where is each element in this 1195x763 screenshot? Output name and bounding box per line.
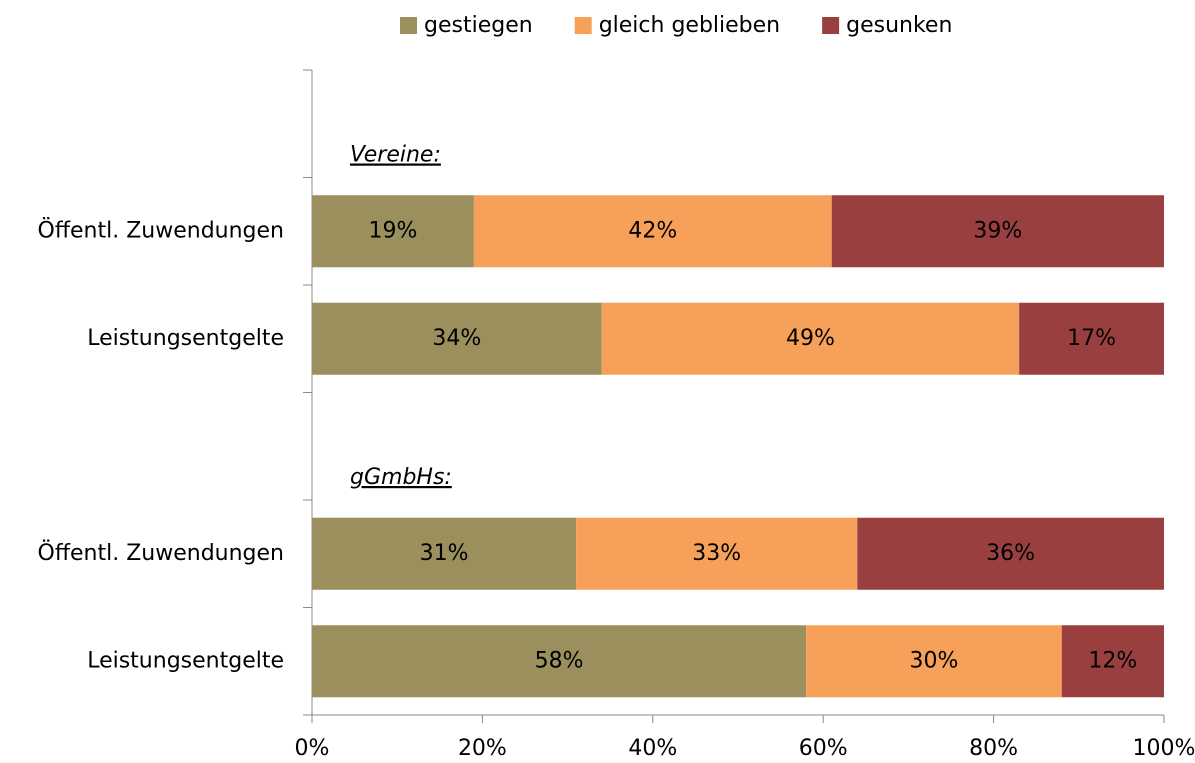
bar-segment xyxy=(857,517,1164,590)
legend-label: gesunken xyxy=(846,13,952,38)
bar-segment xyxy=(806,625,1062,698)
data-label: 33% xyxy=(692,541,741,566)
data-label: 49% xyxy=(786,326,835,351)
legend-label: gleich geblieben xyxy=(599,13,780,38)
legend-swatch xyxy=(822,17,840,34)
bar-segment xyxy=(473,195,832,268)
x-tick-label: 40% xyxy=(628,736,677,761)
data-label: 19% xyxy=(368,218,417,243)
bar-segment xyxy=(576,517,858,590)
legend-swatch xyxy=(400,17,417,34)
bar-segment xyxy=(831,195,1164,268)
data-label: 42% xyxy=(628,218,677,243)
group-annotation: gGmbHs: xyxy=(350,465,452,490)
data-label: 34% xyxy=(432,326,481,351)
bar-segment xyxy=(601,302,1020,375)
bar-segment xyxy=(312,302,602,375)
y-tick-label: Leistungsentgelte xyxy=(87,326,284,351)
x-tick-label: 100% xyxy=(1133,736,1195,761)
bar-segment xyxy=(312,195,474,268)
y-tick-label: Öffentl. Zuwendungen xyxy=(38,540,284,566)
bar-segment xyxy=(1019,302,1164,375)
data-label: 39% xyxy=(973,218,1022,243)
legend-label: gestiegen xyxy=(424,13,533,38)
data-label: 30% xyxy=(910,648,959,673)
group-annotation: Vereine: xyxy=(350,143,441,168)
x-tick-label: 0% xyxy=(295,736,330,761)
data-label: 17% xyxy=(1067,326,1116,351)
x-tick-label: 20% xyxy=(458,736,507,761)
data-label: 31% xyxy=(420,541,469,566)
x-tick-label: 60% xyxy=(799,736,848,761)
legend-swatch xyxy=(574,17,592,34)
y-tick-label: Öffentl. Zuwendungen xyxy=(38,217,284,243)
data-label: 36% xyxy=(986,541,1035,566)
bar-segment xyxy=(1061,625,1164,698)
data-label: 12% xyxy=(1088,648,1137,673)
bar-segment xyxy=(312,625,807,698)
data-label: 58% xyxy=(535,648,584,673)
bar-segment xyxy=(312,517,577,590)
y-tick-label: Leistungsentgelte xyxy=(87,648,284,673)
x-tick-label: 80% xyxy=(969,736,1018,761)
